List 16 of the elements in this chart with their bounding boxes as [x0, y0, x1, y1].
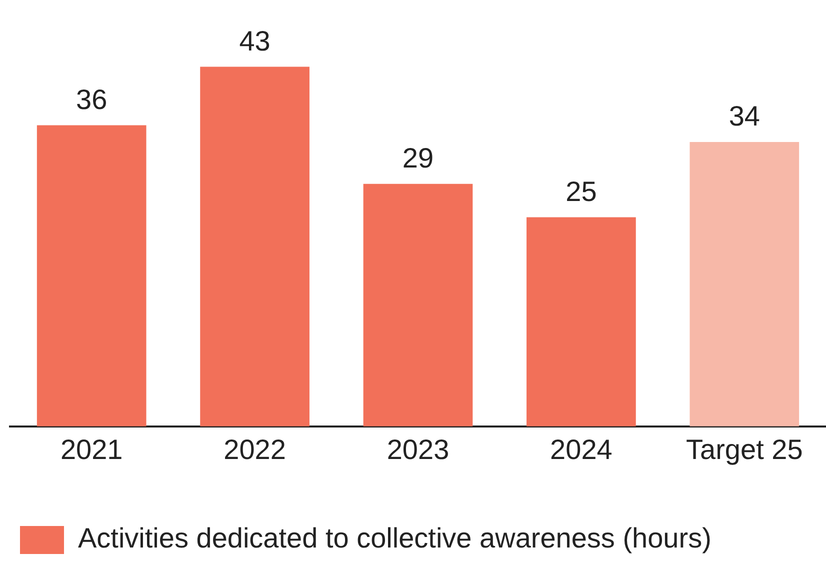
bar — [200, 66, 310, 426]
data-label: 34 — [728, 100, 760, 132]
bar — [36, 125, 146, 426]
x-tick-label: 2022 — [224, 434, 286, 465]
data-label: 43 — [239, 25, 270, 56]
x-tick-label: 2021 — [60, 434, 123, 465]
x-tick-label: Target 25 — [686, 434, 803, 465]
data-label: 25 — [566, 176, 597, 208]
data-label: 29 — [402, 142, 434, 174]
x-tick-label: 2024 — [550, 434, 612, 465]
x-tick-label: 2023 — [386, 434, 450, 465]
bar — [526, 217, 636, 426]
data-label: 36 — [76, 84, 108, 115]
legend-label: Activities dedicated to collective awareness (hours) — [78, 522, 712, 554]
bar — [690, 142, 800, 426]
bar — [363, 184, 473, 426]
